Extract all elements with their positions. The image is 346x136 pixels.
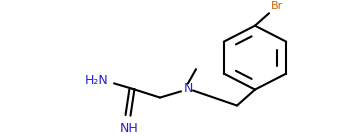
- Text: Br: Br: [271, 1, 283, 11]
- Text: N: N: [183, 82, 193, 95]
- Text: H₂N: H₂N: [84, 74, 108, 87]
- Text: NH: NH: [120, 122, 138, 135]
